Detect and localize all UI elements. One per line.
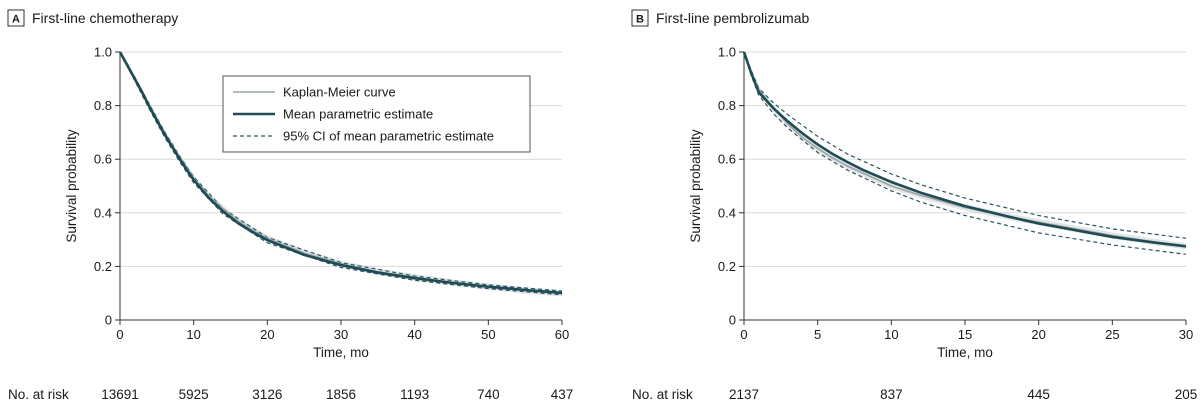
panel-b-km-confidence-band	[744, 52, 1186, 250]
panel-a-legend-label: Mean parametric estimate	[283, 107, 433, 122]
panel-a-header: A First-line chemotherapy	[7, 9, 178, 27]
panel-b-at-risk-label: No. at risk	[632, 387, 693, 402]
panel-b-header: B First-line pembrolizumab	[631, 9, 809, 27]
panel-a-y-tick-label: 0.8	[94, 98, 112, 113]
panel-b-x-tick-label: 0	[740, 327, 747, 342]
panel-b-plot: 0 0.2 0.4 0.6 0.8 1.0 0 5 10 15 20 25 30 Time, mo Surv…	[632, 45, 1197, 403]
panel-a-at-risk-label: No. at risk	[8, 387, 69, 402]
panel-b-at-risk-count: 2137	[729, 387, 759, 402]
panel-b-ci-line	[743, 51, 1187, 255]
panel-b-at-risk-count: 837	[880, 387, 903, 402]
panel-a-y-tick-label: 0.4	[94, 205, 112, 220]
panel-a-at-risk-count: 437	[551, 387, 574, 402]
panel-a-legend: Kaplan-Meier curve Mean parametric estima…	[222, 75, 531, 153]
panel-b-x-axis-label: Time, mo	[937, 345, 993, 360]
panel-b-kaplan-meier-line	[743, 51, 1187, 248]
panel-a-x-tick-label: 10	[186, 327, 200, 342]
panel-a-x-tick-label: 60	[555, 327, 569, 342]
panel-a-x-tick-label: 20	[260, 327, 274, 342]
panel-a-at-risk-count: 13691	[101, 387, 139, 402]
panel-a-x-tick-label: 40	[407, 327, 421, 342]
panel-a-y-axis-label: Survival probability	[64, 129, 79, 243]
panel-b-x-tick-label: 20	[1031, 327, 1045, 342]
panel-b-x-tick-label: 30	[1179, 327, 1193, 342]
panel-b-y-tick-label: 0.8	[718, 98, 736, 113]
panel-a-title: First-line chemotherapy	[32, 10, 178, 26]
panel-a-legend-label: Kaplan-Meier curve	[283, 85, 396, 100]
panel-b-letter-box	[631, 9, 649, 27]
panel-b-ci-line	[743, 51, 1187, 239]
panel-a-letter: A	[12, 14, 20, 26]
panel-b-y-tick-label: 0.2	[718, 259, 736, 274]
panel-a-at-risk-count: 1193	[400, 387, 429, 402]
panel-a-at-risk-count: 3126	[252, 387, 282, 402]
panel-b-y-tick-label: 0.4	[718, 205, 736, 220]
panel-b-mean-parametric-line	[742, 51, 1187, 248]
panel-a-ci-line	[119, 51, 563, 292]
panel-a-at-risk-count: 740	[477, 387, 500, 402]
panel-b-x-tick-label: 5	[814, 327, 821, 342]
panel-a-mean-parametric-line	[118, 51, 563, 295]
panel-a-y-tick-label: 0	[105, 313, 112, 328]
panel-a-x-tick-label: 50	[481, 327, 495, 342]
panel-a-at-risk-count: 1856	[326, 387, 356, 402]
panel-a-plot: 0 0.2 0.4 0.6 0.8 1.0 0 10 20 30 40 50 60 Time, mo Sur…	[8, 45, 573, 403]
panel-b-x-tick-label: 10	[884, 327, 898, 342]
panel-b-x-tick-label: 15	[958, 327, 972, 342]
panel-a-x-tick-label: 0	[116, 327, 123, 342]
panel-a-legend-label: 95% CI of mean parametric estimate	[283, 129, 494, 144]
panel-b-y-tick-label: 1.0	[718, 45, 736, 60]
panel-b-x-tick-label: 25	[1105, 327, 1119, 342]
panel-b-at-risk-count: 445	[1027, 387, 1050, 402]
panel-a-y-tick-label: 0.6	[94, 152, 112, 167]
panel-b-title: First-line pembrolizumab	[656, 10, 809, 26]
panel-b-letter: B	[636, 14, 644, 26]
panel-a-y-tick-label: 0.2	[94, 259, 112, 274]
panel-b-y-tick-label: 0.6	[718, 152, 736, 167]
panel-a-x-tick-label: 30	[334, 327, 348, 342]
panel-b-y-axis-label: Survival probability	[688, 129, 703, 243]
panel-a-x-axis-label: Time, mo	[313, 345, 369, 360]
panel-a-letter-box	[7, 9, 25, 27]
panel-b-y-tick-label: 0	[729, 313, 736, 328]
panel-a-y-tick-label: 1.0	[94, 45, 112, 60]
panel-a-at-risk-count: 5925	[179, 387, 209, 402]
panel-b-at-risk-count: 205	[1175, 387, 1198, 402]
